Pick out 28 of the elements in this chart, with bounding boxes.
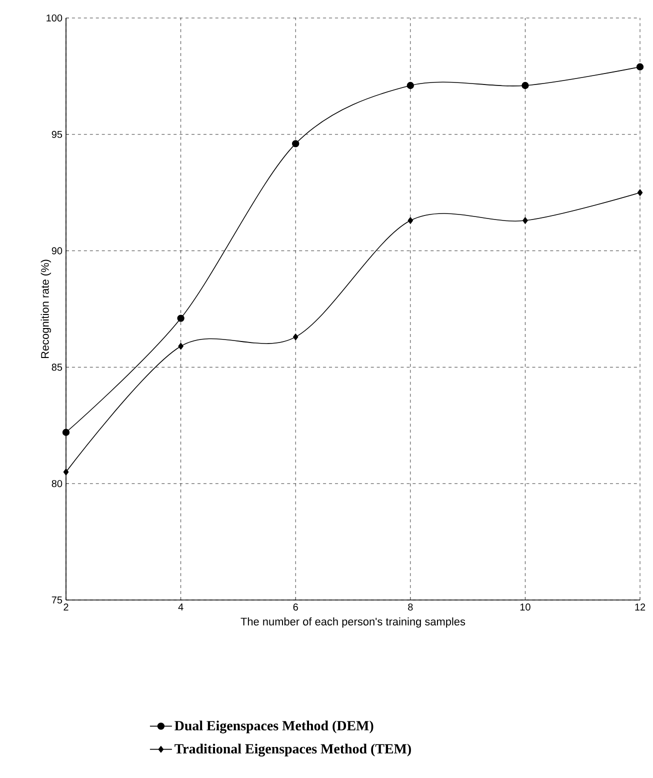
y-tick-label: 90	[52, 247, 62, 254]
x-tick-label: 6	[293, 604, 298, 611]
point	[292, 334, 298, 340]
x-tick-label: 2	[64, 604, 68, 610]
point	[408, 217, 414, 224]
x-tick-label: 4	[178, 604, 184, 610]
y-tick-label: 75	[52, 596, 62, 604]
legend-label: Dual Eigenspaces Method (DEM)	[174, 720, 374, 734]
point	[62, 428, 70, 436]
point	[292, 140, 300, 148]
y-tick-label: 85	[52, 364, 62, 371]
point	[63, 468, 69, 476]
x-tick-label: 8	[408, 604, 413, 611]
point	[177, 314, 184, 322]
point	[637, 189, 643, 196]
point	[522, 82, 529, 90]
point	[178, 342, 184, 350]
point	[522, 217, 528, 224]
legend-label: Traditional Eigenspaces Method (TEM)	[174, 744, 411, 756]
point	[636, 63, 644, 70]
x-tick-label: 12	[635, 604, 646, 610]
y-tick-label: 100	[46, 14, 62, 22]
point	[406, 82, 414, 90]
y-axis-title: Recognition rate (%)	[40, 260, 52, 358]
x-axis-title: The number of each person's training samples	[240, 617, 466, 628]
x-tick-label: 10	[520, 604, 530, 611]
y-tick-label: 80	[52, 480, 62, 488]
y-tick-label: 95	[52, 130, 62, 138]
